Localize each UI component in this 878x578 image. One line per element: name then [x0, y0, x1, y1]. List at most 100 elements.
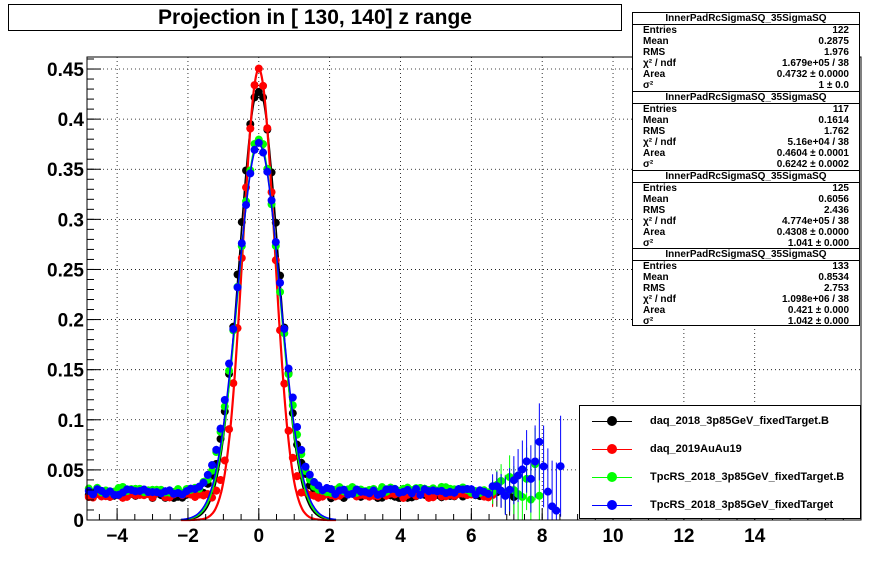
data-point	[254, 87, 263, 96]
stats-label: Mean	[643, 194, 669, 205]
data-point	[237, 239, 246, 248]
stats-value: 125	[832, 183, 849, 194]
stats-box-title: InnerPadRcSigmaSQ_35SigmaSQ	[633, 92, 859, 104]
stats-value: 1.976	[823, 47, 849, 58]
stats-value: 0.421 ± 0.000	[787, 305, 849, 316]
legend-marker-0	[607, 416, 617, 426]
data-point	[288, 393, 297, 402]
data-point	[293, 472, 302, 481]
legend: daq_2018_3p85GeV_fixedTarget.B daq_2019A…	[579, 405, 861, 519]
x-tick-label: 10	[602, 526, 623, 547]
data-point	[216, 476, 225, 485]
stats-label: Entries	[643, 25, 677, 36]
stats-label: Area	[643, 69, 666, 80]
data-point	[518, 465, 527, 474]
legend-label-0: daq_2018_3p85GeV_fixedTarget.B	[650, 415, 829, 427]
stats-value: 4.774e+05 / 38	[781, 216, 849, 227]
stats-row: χ² / ndf 1.679e+05 / 38	[633, 58, 859, 69]
stats-row: σ² 1.041 ± 0.000	[633, 238, 859, 249]
legend-label-1: daq_2019AuAu19	[650, 443, 742, 455]
stats-label: χ² / ndf	[643, 137, 676, 148]
data-point	[535, 437, 544, 446]
stats-row: Mean 0.2875	[633, 36, 859, 47]
stats-row: RMS 2.436	[633, 205, 859, 216]
y-tick-label: 0.35	[47, 160, 84, 181]
data-point	[484, 489, 493, 498]
data-point	[556, 462, 565, 471]
data-point	[216, 424, 225, 433]
y-tick-label: 0.45	[47, 60, 84, 81]
stats-row: Entries 122	[633, 25, 859, 36]
data-point	[225, 366, 234, 375]
stats-label: Area	[643, 305, 666, 316]
data-point	[280, 324, 289, 333]
data-point	[552, 506, 561, 515]
stats-label: Area	[643, 148, 666, 159]
y-tick-label: 0.1	[58, 411, 85, 432]
stats-value: 0.2875	[818, 36, 849, 47]
data-point	[225, 359, 234, 368]
stats-row: Entries 117	[633, 104, 859, 115]
stats-row: Area 0.4732 ± 0.0000	[633, 69, 859, 80]
legend-marker-3	[607, 500, 617, 510]
legend-item-0: daq_2018_3p85GeV_fixedTarget.B	[580, 412, 860, 432]
data-point	[467, 485, 476, 494]
stats-value: 1.679e+05 / 38	[781, 58, 849, 69]
data-point	[212, 486, 221, 495]
data-point	[220, 395, 229, 404]
stats-value: 0.4308 ± 0.0000	[776, 227, 849, 238]
data-point	[250, 145, 259, 154]
data-point	[514, 471, 523, 480]
stats-box-2: InnerPadRcSigmaSQ_35SigmaSQ Entries 125 Mea…	[632, 170, 860, 250]
x-tick-label: −4	[106, 526, 128, 547]
data-point	[225, 425, 234, 434]
series-3	[84, 138, 565, 521]
stats-row: χ² / ndf 4.774e+05 / 38	[633, 216, 859, 227]
stats-row: σ² 1 ± 0.0	[633, 80, 859, 91]
y-tick-label: 0.25	[47, 260, 84, 281]
x-tick-label: 8	[537, 526, 548, 547]
stats-value: 1.098e+06 / 38	[781, 294, 849, 305]
stats-value: 1.041 ± 0.000	[787, 238, 849, 249]
data-point	[416, 490, 425, 499]
stats-label: σ²	[643, 80, 654, 91]
y-tick-label: 0	[73, 511, 84, 532]
stats-row: σ² 0.6242 ± 0.0002	[633, 159, 859, 170]
data-point	[284, 426, 293, 435]
data-layer	[84, 64, 565, 522]
stats-value: 0.1614	[818, 115, 849, 126]
data-point	[543, 487, 552, 496]
data-point	[293, 422, 302, 431]
x-tick-label: 4	[395, 526, 406, 547]
data-point	[259, 81, 268, 90]
stats-row: RMS 1.976	[633, 47, 859, 58]
y-tick-label: 0.2	[58, 311, 84, 332]
stats-label: Entries	[643, 261, 677, 272]
stats-value: 1 ± 0.0	[818, 80, 849, 91]
legend-label-3: TpcRS_2018_3p85GeV_fixedTarget	[650, 499, 834, 511]
x-tick-label: 2	[324, 526, 335, 547]
data-point	[203, 470, 212, 479]
stats-label: Entries	[643, 104, 677, 115]
data-point	[288, 401, 297, 410]
stats-label: Mean	[643, 272, 669, 283]
data-point	[254, 138, 263, 147]
stats-label: χ² / ndf	[643, 58, 676, 69]
stats-row: RMS 2.753	[633, 283, 859, 294]
data-point	[535, 491, 544, 500]
stats-value: 5.16e+04 / 38	[787, 137, 849, 148]
stats-box-title: InnerPadRcSigmaSQ_35SigmaSQ	[633, 171, 859, 183]
legend-marker-1	[607, 444, 617, 454]
stats-box-0: InnerPadRcSigmaSQ_35SigmaSQ Entries 122 Mea…	[632, 12, 860, 92]
stats-value: 1.042 ± 0.000	[787, 316, 849, 327]
data-point	[229, 379, 238, 388]
stats-row: Mean 0.6056	[633, 194, 859, 205]
stats-row: Entries 125	[633, 183, 859, 194]
stats-value: 117	[832, 104, 849, 115]
stats-label: RMS	[643, 47, 666, 58]
x-tick-label: 0	[254, 526, 265, 547]
x-tick-label: 12	[673, 526, 694, 547]
data-point	[280, 379, 289, 388]
stats-row: Mean 0.8534	[633, 272, 859, 283]
stats-row: Area 0.4604 ± 0.0001	[633, 148, 859, 159]
